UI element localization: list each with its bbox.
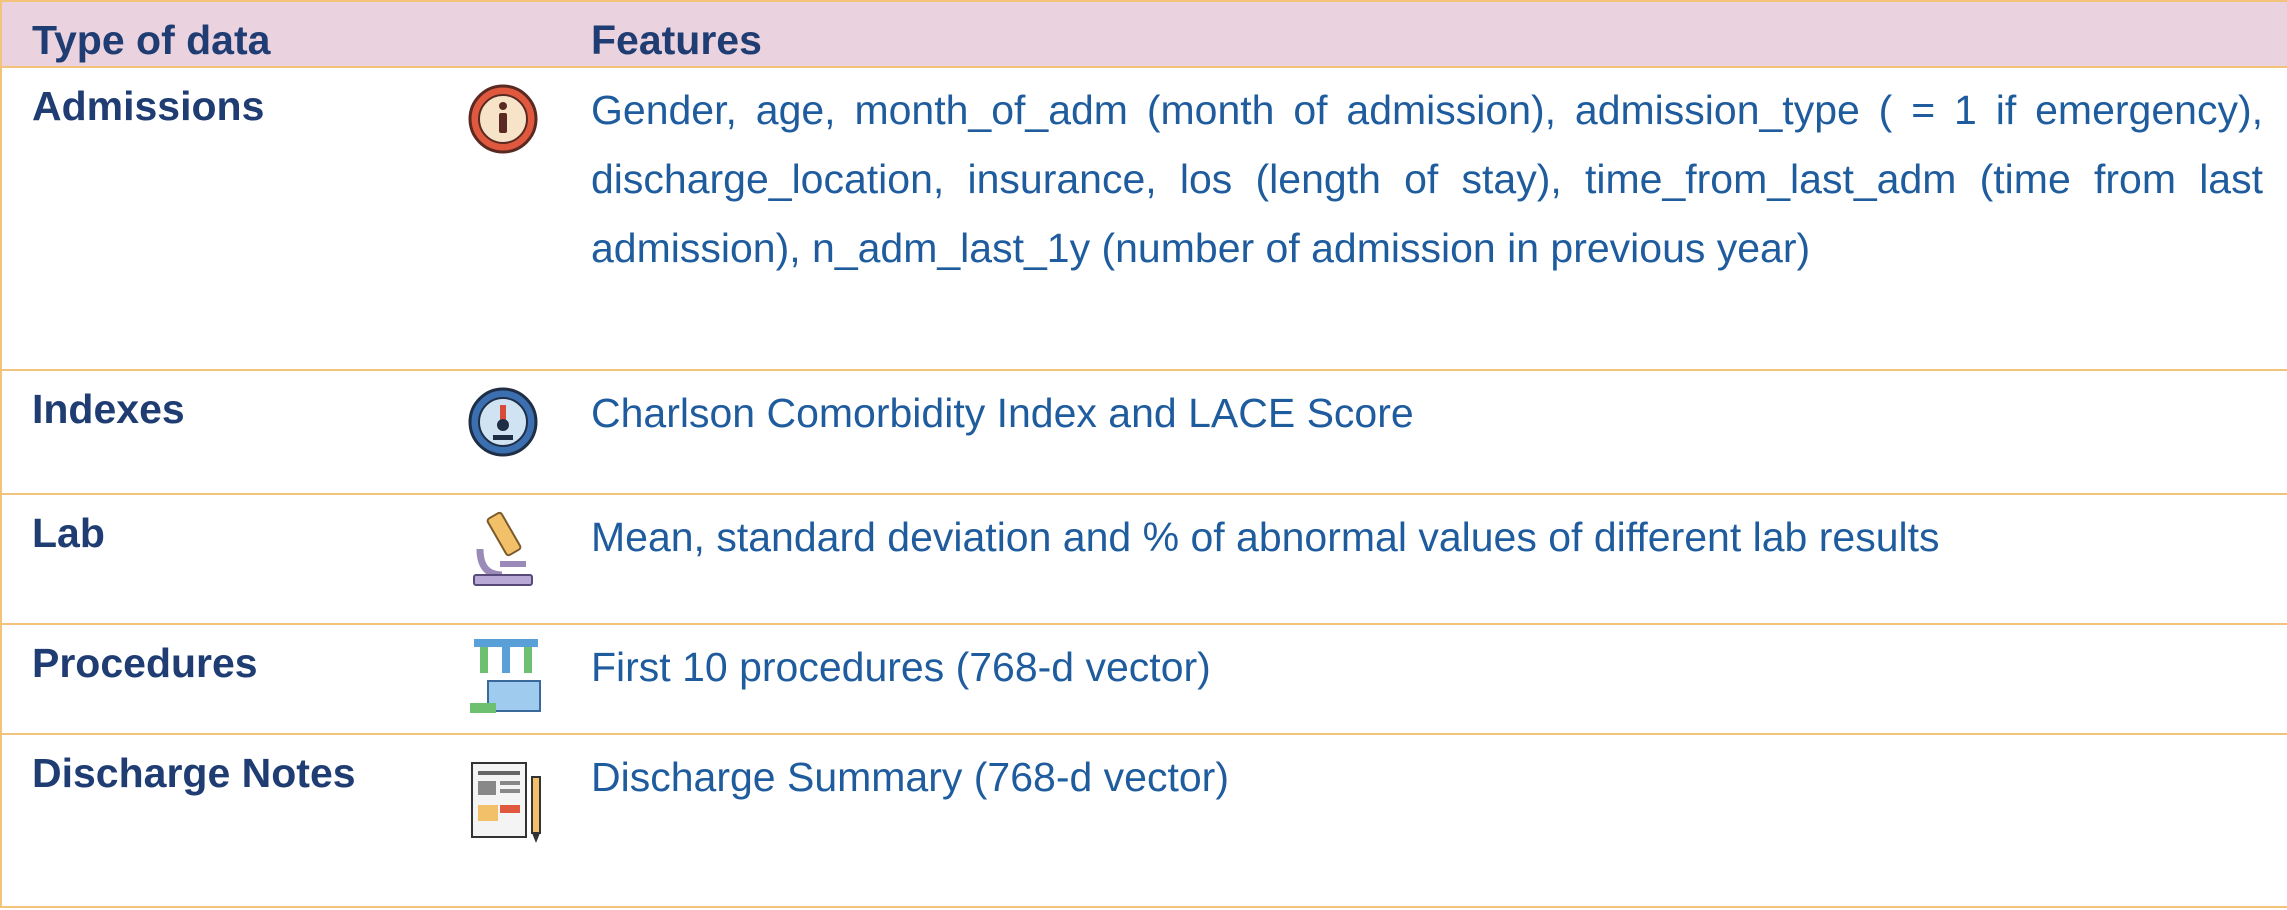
info-icon — [468, 84, 538, 154]
type-cell: Admissions — [32, 83, 265, 129]
features-cell: First 10 procedures (768-d vector) — [591, 644, 1211, 690]
features-cell: Gender, age, month_of_adm (month of admi… — [591, 87, 2263, 271]
table-border — [0, 906, 2287, 908]
type-cell: Discharge Notes — [32, 750, 356, 796]
table-row: Admissions Gender, age, month_of_adm (mo… — [0, 66, 2287, 369]
table-row: Discharge Notes Discharge Summary (768-d… — [0, 733, 2287, 908]
gauge-icon — [468, 387, 538, 457]
header-cell: Features — [591, 17, 762, 63]
header-row: Type of data Features — [0, 0, 2287, 66]
table-border — [0, 0, 2, 908]
table-row: Indexes Charlson Comorbidity Index and L… — [0, 369, 2287, 493]
type-cell: Lab — [32, 510, 105, 556]
features-cell: Discharge Summary (768-d vector) — [591, 754, 1229, 800]
features-cell: Mean, standard deviation and % of abnorm… — [591, 514, 1940, 560]
features-cell: Charlson Comorbidity Index and LACE Scor… — [591, 390, 1414, 436]
type-cell: Procedures — [32, 640, 258, 686]
robot-arm-icon — [470, 639, 541, 713]
header-cell: Type of data — [32, 17, 271, 63]
type-cell: Indexes — [32, 386, 185, 432]
table-row: Procedures First 10 procedures (768-d ve… — [0, 623, 2287, 733]
table-row: Lab Mean, standard deviation and % of ab… — [0, 493, 2287, 623]
document-icon — [471, 762, 541, 843]
microscope-icon — [473, 511, 533, 586]
